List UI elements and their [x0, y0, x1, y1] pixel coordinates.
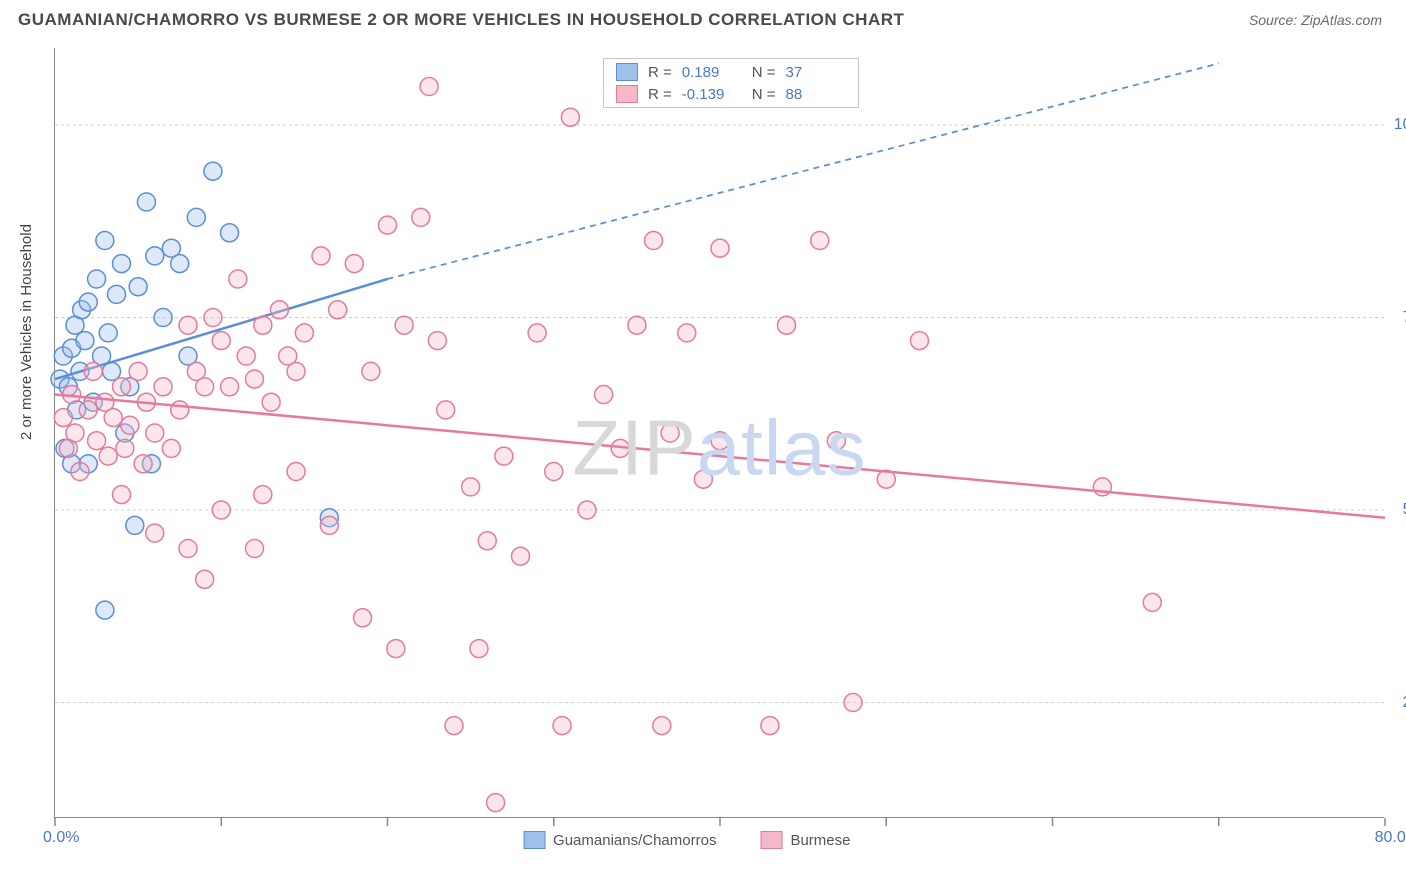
- n-value: 88: [786, 86, 846, 103]
- r-label: R =: [648, 86, 672, 103]
- n-value: 37: [786, 64, 846, 81]
- legend-label: Burmese: [790, 832, 850, 849]
- y-tick-label: 75.0%: [1403, 309, 1406, 327]
- x-tick-label: 0.0%: [43, 829, 79, 847]
- r-label: R =: [648, 64, 672, 81]
- correlation-box: R = 0.189 N = 37 R = -0.139 N = 88: [603, 58, 859, 108]
- y-axis-label: 2 or more Vehicles in Household: [18, 224, 35, 440]
- n-label: N =: [752, 86, 776, 103]
- legend-swatch-blue: [523, 831, 545, 849]
- legend-label: Guamanians/Chamorros: [553, 832, 716, 849]
- n-label: N =: [752, 64, 776, 81]
- y-tick-label: 25.0%: [1403, 694, 1406, 712]
- chart-title: GUAMANIAN/CHAMORRO VS BURMESE 2 OR MORE …: [18, 10, 904, 30]
- y-tick-label: 100.0%: [1394, 116, 1406, 134]
- legend-swatch-pink: [760, 831, 782, 849]
- legend-swatch-pink: [616, 85, 638, 103]
- y-tick-label: 50.0%: [1403, 501, 1406, 519]
- legend-item: Guamanians/Chamorros: [523, 831, 716, 849]
- x-tick-label: 80.0%: [1375, 829, 1406, 847]
- legend-item: Burmese: [760, 831, 850, 849]
- correlation-row: R = -0.139 N = 88: [604, 83, 858, 105]
- r-value: 0.189: [682, 64, 742, 81]
- legend-swatch-blue: [616, 63, 638, 81]
- correlation-row: R = 0.189 N = 37: [604, 61, 858, 83]
- bottom-legend: Guamanians/Chamorros Burmese: [523, 831, 850, 849]
- plot-area: ZIPatlas R = 0.189 N = 37 R = -0.139 N =…: [54, 48, 1384, 818]
- chart-source: Source: ZipAtlas.com: [1249, 12, 1382, 28]
- scatter-svg: [55, 48, 1384, 817]
- chart-header: GUAMANIAN/CHAMORRO VS BURMESE 2 OR MORE …: [0, 0, 1406, 36]
- r-value: -0.139: [682, 86, 742, 103]
